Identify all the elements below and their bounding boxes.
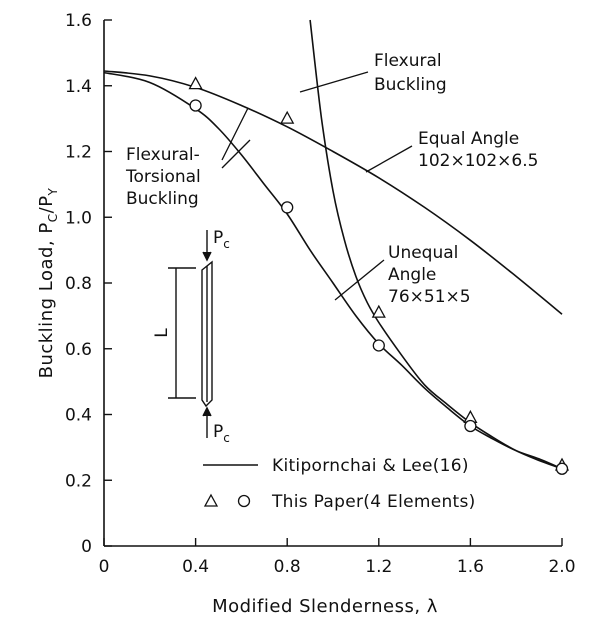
curve-equal-angle	[103, 70, 563, 315]
curve-flexural-buckling	[309, 19, 563, 470]
annotation-flexural-buckling: Flexural Buckling	[374, 51, 447, 95]
load-arrowhead-top	[202, 251, 212, 262]
legend-circle-marker	[237, 494, 251, 508]
x-tick-label: 2.0	[548, 557, 575, 577]
annotation-unequal-angle: Unequal Angle 76×51×5	[388, 243, 471, 307]
annotation-leaders	[221, 71, 413, 301]
data-markers	[188, 76, 570, 475]
leader-ft-1	[221, 107, 249, 161]
x-tick-label: 1.2	[365, 557, 392, 577]
legend: Kitipornchai & Lee(16) This Paper(4 Elem…	[203, 456, 476, 512]
circle-marker	[372, 339, 385, 352]
circle-marker	[555, 462, 569, 475]
y-tick-labels: 0 0.2 0.4 0.6 0.8 1.0 1.2 1.4 1.6	[65, 11, 92, 557]
y-tick-label: 0.4	[65, 406, 92, 426]
annotation-equal-angle: Equal Angle 102×102×6.5	[418, 129, 538, 171]
circle-marker	[281, 201, 294, 214]
load-label-bottom: Pc	[213, 422, 230, 445]
triangle-marker	[280, 110, 295, 124]
curve-unequal-angle	[103, 71, 563, 470]
circle-marker	[189, 99, 202, 112]
y-tick-label: 1.6	[65, 11, 92, 31]
load-label-top: Pc	[213, 228, 230, 251]
y-tick-label: 1.2	[65, 143, 92, 163]
x-tick-labels: 0 0.4 0.8 1.2 1.6 2.0	[99, 557, 576, 577]
load-arrowhead-bottom	[202, 406, 212, 417]
circle-marker	[464, 419, 477, 433]
x-tick-label: 0.4	[182, 557, 209, 577]
annotation-flexural-torsional: Flexural- Torsional Buckling	[125, 145, 206, 209]
legend-triangle-marker	[203, 493, 219, 507]
column-sketch	[168, 230, 213, 438]
triangle-marker	[188, 76, 203, 90]
y-tick-label: 0.8	[65, 274, 92, 294]
x-tick-label: 0	[99, 557, 110, 577]
y-tick-label: 1.0	[65, 208, 92, 228]
leader-flexural	[299, 71, 369, 93]
legend-line-label: Kitipornchai & Lee(16)	[272, 456, 469, 476]
y-tick-label: 0.6	[65, 340, 92, 360]
legend-marker-label: This Paper(4 Elements)	[271, 492, 476, 512]
x-tick-label: 0.8	[274, 557, 301, 577]
triangle-marker	[371, 304, 386, 318]
y-tick-label: 0.2	[65, 471, 92, 491]
series-lines	[103, 19, 563, 470]
y-tick-label: 0	[81, 537, 92, 557]
leader-equal-angle	[365, 145, 413, 173]
tick-marks	[103, 19, 563, 547]
leader-unequal	[334, 259, 385, 301]
y-tick-label: 1.4	[65, 77, 92, 97]
x-tick-label: 1.6	[457, 557, 484, 577]
y-axis-label: Buckling Load, PC/PY	[36, 187, 60, 378]
leader-ft-2	[221, 139, 251, 169]
length-label: L	[152, 328, 172, 338]
x-axis-label: Modified Slenderness, λ	[212, 596, 438, 617]
